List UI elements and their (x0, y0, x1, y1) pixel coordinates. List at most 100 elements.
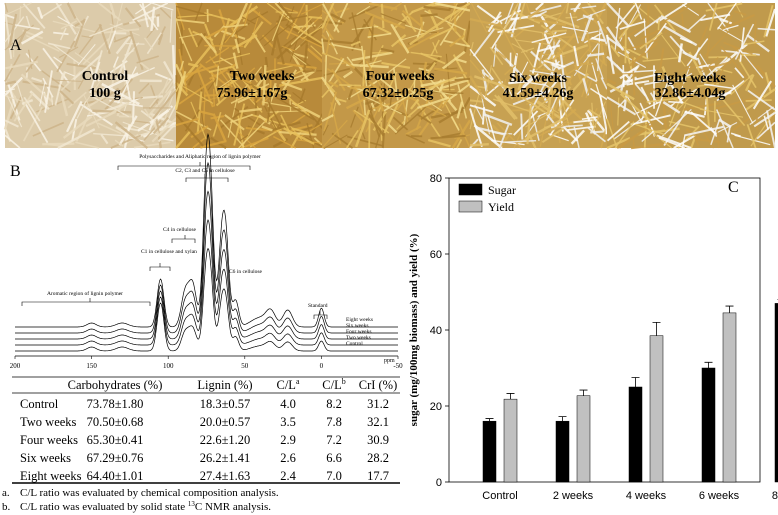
straw (516, 73, 539, 95)
straw (328, 80, 339, 88)
straw (587, 52, 605, 58)
row-label: Eight weeks (20, 469, 82, 483)
table-cell: 2.9 (280, 433, 296, 447)
straw (425, 88, 457, 96)
straw (169, 10, 173, 43)
straw (237, 115, 245, 149)
straw (679, 66, 691, 95)
straw (266, 2, 301, 29)
straw (132, 2, 169, 21)
straw (427, 138, 451, 148)
straw (463, 20, 472, 53)
straw (44, 70, 53, 113)
straw (132, 91, 136, 124)
straw (59, 90, 75, 105)
straw (263, 110, 280, 123)
straw (62, 115, 93, 139)
annotation: C2, C3 and C5 in cellulose (175, 168, 235, 174)
straw (659, 48, 665, 70)
straw (209, 62, 238, 80)
straw (4, 134, 21, 149)
straw (526, 104, 533, 145)
straw (554, 2, 569, 25)
straw (456, 139, 463, 149)
straw (281, 81, 303, 91)
straw (5, 60, 39, 70)
straw (493, 44, 497, 67)
straw (238, 66, 262, 97)
straw (286, 30, 324, 49)
straw (617, 97, 620, 126)
straw (259, 14, 289, 41)
straw (20, 30, 44, 45)
straw (76, 101, 87, 119)
straw (581, 116, 598, 120)
straw (716, 2, 737, 30)
straw (274, 32, 285, 65)
table-cell: 32.1 (367, 415, 389, 429)
straw (605, 34, 615, 75)
straw (543, 59, 566, 68)
straw (520, 113, 524, 140)
straw (42, 47, 70, 84)
table-cell: 26.2±1.41 (200, 451, 251, 465)
straw (98, 28, 140, 35)
error-bar (506, 393, 515, 400)
straw (525, 2, 531, 14)
straw (282, 69, 298, 92)
straw (704, 83, 736, 90)
straw (624, 72, 661, 83)
error-bar (485, 418, 494, 422)
straw (175, 75, 185, 93)
table-cell: 7.8 (326, 415, 342, 429)
straw (301, 24, 326, 40)
photo-label: Two weeks (230, 69, 295, 84)
straw (585, 112, 597, 135)
straw (324, 55, 328, 85)
header-sup: b (342, 377, 346, 386)
straw (106, 30, 117, 52)
straw (494, 94, 516, 120)
table-cell: 7.2 (326, 433, 342, 447)
straw (114, 121, 149, 149)
straw (115, 36, 131, 55)
straw (216, 74, 239, 90)
straw (147, 83, 177, 118)
straw (300, 69, 317, 82)
straw (743, 54, 764, 79)
error-bar (579, 389, 588, 396)
straw (22, 3, 46, 29)
straw (175, 5, 207, 16)
table-cell: 70.50±0.68 (87, 415, 144, 429)
photo-weight: 100 g (89, 86, 121, 101)
bracket (21, 298, 151, 306)
straw (262, 65, 267, 106)
straw (434, 2, 471, 12)
straw (99, 72, 139, 93)
straw (243, 8, 250, 27)
straw (390, 23, 410, 54)
straw (655, 89, 669, 95)
panel-label: A (10, 37, 22, 54)
straw (330, 102, 342, 145)
straw (573, 45, 579, 67)
straw (124, 7, 142, 28)
straw (322, 39, 354, 45)
straw (752, 80, 773, 110)
straw (98, 23, 111, 55)
straw (369, 26, 374, 62)
straw (346, 130, 359, 149)
straw (445, 53, 451, 91)
straw (662, 101, 681, 114)
straw (282, 6, 299, 14)
straw (420, 108, 437, 121)
straw (573, 126, 580, 149)
straw (364, 96, 402, 115)
straw (51, 79, 82, 82)
straw (545, 44, 589, 62)
straw (705, 87, 711, 129)
straw (577, 45, 592, 64)
spectrum (15, 247, 398, 352)
